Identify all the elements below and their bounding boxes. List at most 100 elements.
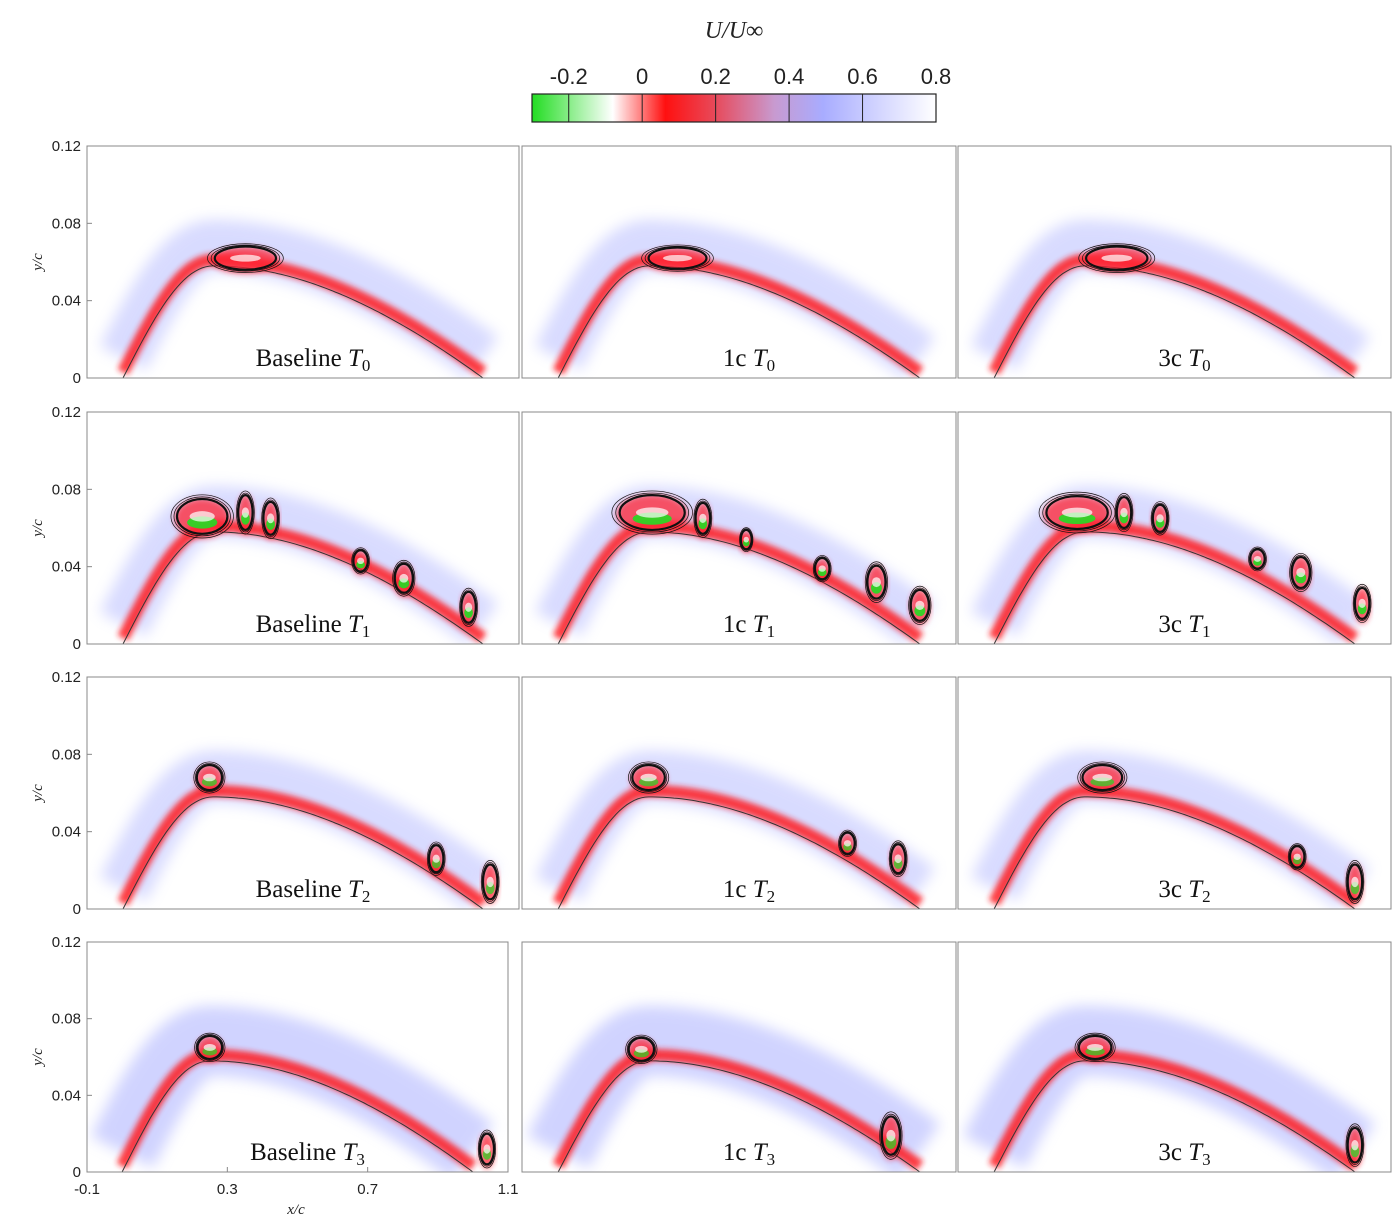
panel-baseline-t3: Baseline T3 0 0.04 0.08 0.12 -0.1 0.3 0.7 1.1 xyxy=(52,934,519,1198)
ytick-label: 0 xyxy=(73,1164,81,1181)
vortex xyxy=(193,761,226,794)
vortex xyxy=(1078,243,1156,274)
ylabel-row-1: y/c xyxy=(30,253,46,273)
airfoil-surface xyxy=(993,531,1356,644)
red-shear-layer xyxy=(117,519,487,643)
blue-shear-layer xyxy=(970,219,1371,378)
colorbar-tick-label: 0.8 xyxy=(921,64,952,89)
blue-shear-layer xyxy=(535,485,936,644)
panel-frame xyxy=(957,941,1392,1173)
red-shear-layer xyxy=(552,784,924,908)
panel-label: 1c T2 xyxy=(723,876,775,906)
red-shear-layer xyxy=(988,519,1359,643)
panel-label: Baseline T2 xyxy=(256,876,371,906)
blue-shear-layer xyxy=(527,1005,941,1172)
panel-frame xyxy=(957,145,1392,379)
panel-label: 1c T0 xyxy=(723,345,775,375)
vortex xyxy=(426,841,446,877)
airfoil-surface xyxy=(557,265,921,378)
ytick-label: 0 xyxy=(73,370,81,387)
ytick-label: 0.12 xyxy=(52,404,81,421)
vortex xyxy=(207,243,284,274)
blue-shear-layer xyxy=(90,1005,494,1172)
vortex xyxy=(879,1111,903,1160)
panel-frame xyxy=(957,411,1392,645)
colorbar-segments xyxy=(532,94,937,122)
vortex xyxy=(1074,1032,1116,1063)
panel-frame xyxy=(86,676,520,910)
colorbar-tick-label: -0.2 xyxy=(550,64,588,89)
panel-frame xyxy=(521,676,957,910)
red-shear-layer xyxy=(988,1048,1359,1171)
panel-frame xyxy=(521,941,957,1173)
panel-1c-t3: 1c T3 xyxy=(521,941,957,1173)
panel-label: 3c T2 xyxy=(1158,876,1210,906)
panel-baseline-t2: Baseline T2 0 0.04 0.08 0.12 xyxy=(52,669,520,918)
panel-label: 3c T0 xyxy=(1158,345,1210,375)
vortex xyxy=(1352,583,1372,624)
ytick-label: 0 xyxy=(73,901,81,918)
panel-label: 3c T1 xyxy=(1158,611,1210,641)
ytick-label: 0.12 xyxy=(52,669,81,686)
airfoil-surface xyxy=(993,265,1356,378)
airfoil-surface xyxy=(122,265,484,378)
colorbar-tick-label: 0 xyxy=(636,64,648,89)
panel-frame xyxy=(521,145,957,379)
colorbar-title: U/U∞ xyxy=(705,18,763,44)
panel-baseline-t0: Baseline T0 0 0.04 0.08 0.12 xyxy=(52,138,520,387)
airfoil-surface xyxy=(557,796,921,909)
red-shear-layer xyxy=(988,253,1359,377)
airfoil-surface xyxy=(993,1060,1356,1172)
ylabel-row-3: y/c xyxy=(30,784,46,804)
ylabel-row-2: y/c xyxy=(30,519,46,539)
vortex xyxy=(459,587,478,628)
vortex xyxy=(1077,761,1128,794)
panel-label: 1c T1 xyxy=(723,611,775,641)
ytick-label: 0.04 xyxy=(52,1087,81,1104)
ytick-label: 0.08 xyxy=(52,481,81,498)
colorbar-tick-label: 0.6 xyxy=(847,64,878,89)
vortex xyxy=(170,494,234,539)
red-shear-layer xyxy=(117,253,487,377)
panel-3c-t1: 3c T1 xyxy=(957,411,1392,645)
panel-baseline-t1: Baseline T1 0 0.04 0.08 0.12 xyxy=(52,404,520,653)
panel-label: 1c T3 xyxy=(723,1139,775,1169)
vortex xyxy=(641,244,714,273)
panel-frame xyxy=(957,676,1392,910)
red-shear-layer xyxy=(116,1048,477,1171)
vortex xyxy=(477,1129,497,1169)
blue-shear-layer xyxy=(535,219,936,378)
red-shear-layer xyxy=(117,784,487,908)
blue-shear-layer xyxy=(99,219,499,378)
ylabel-row-4: y/c xyxy=(30,1048,46,1068)
ytick-label: 0.08 xyxy=(52,215,81,232)
vortex xyxy=(1289,552,1313,593)
red-shear-layer xyxy=(552,253,924,377)
vortex xyxy=(864,561,888,604)
red-shear-layer xyxy=(552,1048,924,1171)
ytick-label: 0.04 xyxy=(52,293,81,310)
airfoil-surface xyxy=(121,1060,474,1172)
panel-3c-t2: 3c T2 xyxy=(957,676,1392,910)
airfoil-surface xyxy=(122,531,484,644)
vortex xyxy=(1345,1123,1365,1168)
vortex xyxy=(194,1032,226,1063)
xtick-label: 1.1 xyxy=(498,1181,519,1198)
colorbar-frame xyxy=(531,93,937,123)
vortex xyxy=(693,498,713,539)
panel-frame xyxy=(86,941,509,1173)
panel-label: Baseline T3 xyxy=(250,1139,365,1169)
ytick-label: 0.12 xyxy=(52,138,81,155)
xlabel: x/c xyxy=(286,1202,305,1218)
colorbar-fill xyxy=(532,94,936,122)
vortex xyxy=(908,585,932,626)
xtick-label: 0.3 xyxy=(217,1181,238,1198)
blue-shear-layer xyxy=(962,1005,1376,1172)
ytick-label: 0 xyxy=(73,636,81,653)
airfoil-surface xyxy=(557,1060,921,1172)
vortex xyxy=(1345,860,1365,904)
panel-label: Baseline T1 xyxy=(256,611,371,641)
colorbar-tick-labels: -0.2 0 0.2 0.4 0.6 0.8 xyxy=(550,64,952,89)
vortex xyxy=(261,497,280,540)
vortex xyxy=(351,547,370,576)
